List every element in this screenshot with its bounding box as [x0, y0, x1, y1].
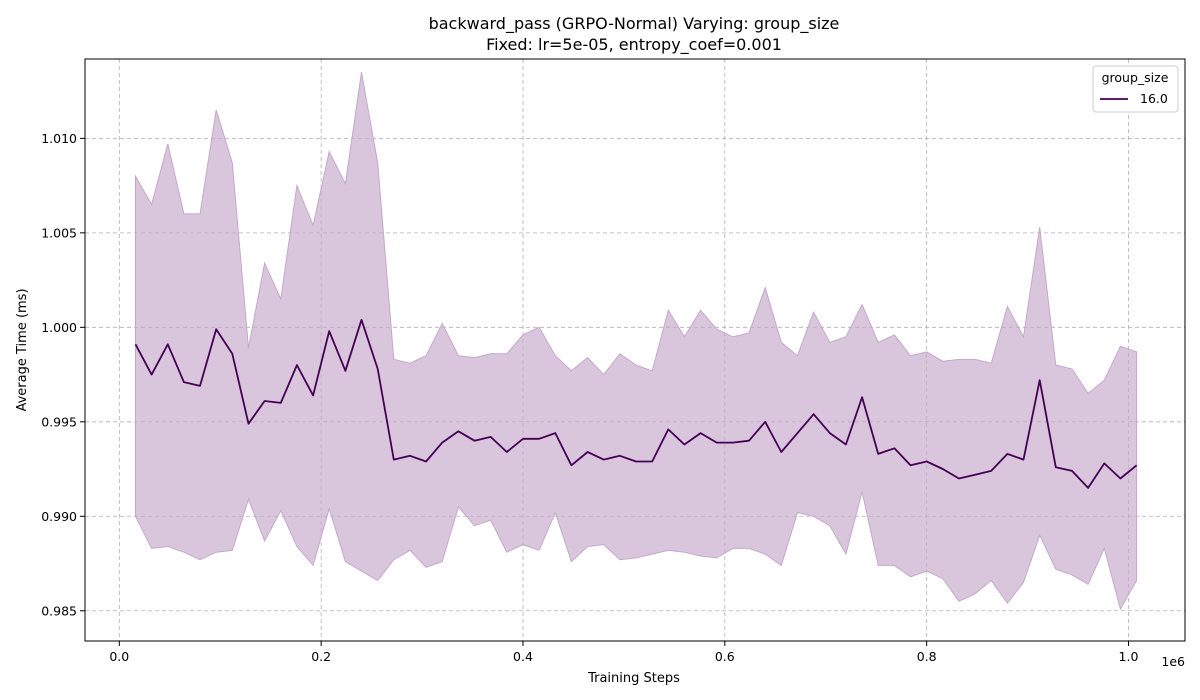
plot-frame — [84, 58, 1186, 642]
confidence-band-layer — [135, 72, 1138, 611]
chart-title: backward_pass (GRPO-Normal) Varying: gro… — [429, 14, 840, 34]
series-line-layer — [134, 318, 1138, 489]
y-axis-ticks: 0.985 0.990 0.995 1.000 1.005 1.010 — [41, 131, 85, 618]
y-axis-label: Average Time (ms) — [15, 288, 30, 411]
y-tick-label: 1.005 — [41, 225, 77, 240]
x-tick-label: 0.6 — [715, 649, 735, 664]
y-tick-label: 1.010 — [41, 131, 77, 146]
x-tick-label: 0.4 — [513, 649, 533, 664]
y-tick-label: 1.000 — [41, 320, 77, 335]
x-axis-offset-label: 1e6 — [1161, 654, 1185, 669]
legend-entry-label: 16.0 — [1140, 91, 1168, 106]
x-axis-label: Training Steps — [587, 671, 680, 686]
y-tick-label: 0.990 — [41, 509, 77, 524]
series-line-16 — [134, 318, 1138, 489]
x-tick-label: 1.0 — [1119, 649, 1139, 664]
legend: group_size 16.0 — [1092, 65, 1179, 113]
legend-box — [1092, 65, 1179, 113]
chart-subtitle: Fixed: lr=5e-05, entropy_coef=0.001 — [486, 35, 782, 55]
x-axis-ticks: 0.0 0.2 0.4 0.6 0.8 1.0 — [109, 641, 1138, 664]
legend-title: group_size — [1102, 70, 1169, 85]
x-tick-label: 0.0 — [109, 649, 129, 664]
y-tick-label: 0.985 — [41, 603, 77, 618]
y-tick-label: 0.995 — [41, 414, 77, 429]
confidence-band — [135, 72, 1138, 611]
x-tick-label: 0.2 — [311, 649, 331, 664]
x-tick-label: 0.8 — [917, 649, 937, 664]
